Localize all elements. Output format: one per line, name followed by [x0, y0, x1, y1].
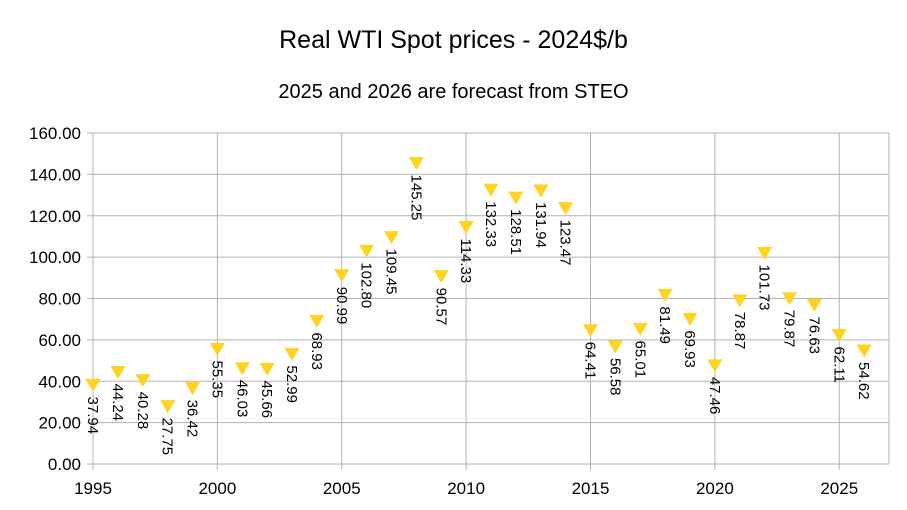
data-label: 101.73: [756, 265, 773, 311]
data-label: 78.87: [731, 312, 748, 350]
data-point: [160, 400, 176, 414]
data-label: 90.57: [432, 288, 449, 326]
data-point: [682, 312, 698, 326]
y-tick-label: 80.00: [38, 290, 81, 309]
data-label: 145.25: [407, 175, 424, 221]
x-tick-label: 2025: [820, 479, 858, 498]
x-tick-label: 2015: [572, 479, 610, 498]
data-label: 109.45: [383, 249, 400, 295]
data-point: [458, 220, 474, 234]
data-point: [408, 157, 424, 171]
data-point: [284, 347, 300, 361]
data-point: [782, 292, 797, 306]
data-label: 55.35: [208, 360, 225, 398]
data-label: 68.93: [308, 332, 325, 370]
y-tick-label: 60.00: [38, 331, 81, 350]
data-label: 47.46: [706, 377, 723, 415]
y-tick-label: 140.00: [29, 165, 81, 184]
data-label: 45.66: [258, 381, 275, 419]
data-point: [433, 270, 449, 284]
x-tick-label: 2020: [696, 479, 734, 498]
y-tick-label: 160.00: [29, 124, 81, 143]
data-label: 123.47: [557, 220, 574, 266]
data-label: 56.58: [606, 358, 623, 396]
chart-title: Real WTI Spot prices - 2024$/b: [279, 26, 628, 54]
data-label: 27.75: [159, 418, 176, 456]
y-tick-label: 120.00: [29, 207, 81, 226]
data-point: [707, 359, 723, 373]
data-label: 114.33: [457, 238, 474, 283]
x-tick-label: 1995: [74, 479, 112, 498]
data-label: 36.42: [184, 400, 201, 438]
data-point: [732, 294, 748, 308]
data-label: 90.99: [333, 287, 350, 325]
data-label: 76.63: [805, 316, 822, 354]
data-point: [135, 374, 151, 388]
data-label: 40.28: [134, 392, 151, 430]
data-point: [632, 323, 648, 337]
data-point: [583, 324, 598, 338]
data-point: [856, 344, 872, 358]
data-label: 44.24: [109, 383, 126, 421]
data-point: [806, 298, 822, 312]
data-label: 62.11: [830, 347, 847, 383]
data-label: 46.03: [233, 380, 250, 418]
data-point: [185, 382, 200, 396]
chart-subtitle: 2025 and 2026 are forecast from STEO: [278, 81, 629, 103]
data-point: [483, 183, 499, 197]
y-tick-label: 20.00: [38, 414, 81, 433]
data-label: 79.87: [781, 310, 798, 348]
data-label: 54.62: [855, 362, 872, 400]
y-tick-label: 0.00: [48, 455, 81, 474]
data-point: [533, 184, 549, 198]
data-point: [384, 231, 399, 245]
data-point: [234, 362, 250, 376]
data-label: 131.94: [532, 202, 549, 248]
data-point: [558, 202, 574, 216]
y-tick-label: 100.00: [29, 248, 81, 267]
data-point: [657, 288, 673, 302]
data-label: 37.94: [84, 397, 101, 435]
data-label: 69.93: [681, 330, 698, 368]
data-point: [85, 379, 101, 393]
data-point: [209, 342, 225, 356]
data-label: 52.99: [283, 365, 300, 403]
data-label: 102.80: [358, 262, 375, 308]
data-label: 81.49: [656, 306, 673, 344]
data-point: [309, 314, 325, 328]
data-label: 65.01: [631, 341, 648, 379]
data-point: [334, 269, 350, 283]
data-point: [607, 340, 623, 354]
data-label: 132.33: [482, 201, 499, 247]
data-label: 128.51: [507, 209, 524, 255]
data-label: 64.41: [582, 342, 599, 380]
data-point: [359, 244, 375, 258]
y-tick-label: 40.00: [38, 372, 81, 391]
data-point: [757, 247, 773, 261]
x-tick-label: 2010: [447, 479, 485, 498]
x-tick-label: 2005: [323, 479, 361, 498]
data-point: [508, 191, 524, 205]
x-tick-label: 2000: [198, 479, 236, 498]
data-point: [110, 365, 126, 379]
data-point: [831, 329, 847, 343]
data-point: [259, 363, 275, 377]
